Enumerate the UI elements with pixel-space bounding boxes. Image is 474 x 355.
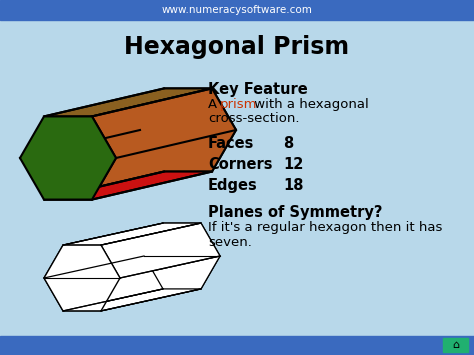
Text: Planes of Symmetry?: Planes of Symmetry? xyxy=(208,205,383,220)
Text: A: A xyxy=(208,98,221,111)
Polygon shape xyxy=(44,256,163,311)
Polygon shape xyxy=(44,171,212,200)
Text: cross-section.: cross-section. xyxy=(208,112,300,125)
Polygon shape xyxy=(44,245,120,311)
Text: Key Feature: Key Feature xyxy=(208,82,308,97)
Text: www.numeracysoftware.com: www.numeracysoftware.com xyxy=(162,5,312,15)
Polygon shape xyxy=(44,88,212,116)
Bar xyxy=(0,0,474,20)
Polygon shape xyxy=(101,223,220,278)
Bar xyxy=(0,336,474,355)
Text: Edges: Edges xyxy=(208,178,258,193)
Polygon shape xyxy=(44,223,163,278)
Text: with a hexagonal: with a hexagonal xyxy=(250,98,369,111)
Text: prism: prism xyxy=(220,98,257,111)
Polygon shape xyxy=(101,256,220,311)
Text: ⌂: ⌂ xyxy=(452,340,459,350)
Polygon shape xyxy=(144,223,220,289)
Polygon shape xyxy=(44,88,236,200)
Text: Faces: Faces xyxy=(208,136,255,151)
Text: 12: 12 xyxy=(283,157,303,172)
Polygon shape xyxy=(20,116,116,200)
Bar xyxy=(443,338,468,352)
Text: 18: 18 xyxy=(283,178,303,193)
Text: Corners: Corners xyxy=(208,157,273,172)
Text: 8: 8 xyxy=(283,136,293,151)
Text: If it's a regular hexagon then it has
seven.: If it's a regular hexagon then it has se… xyxy=(208,221,442,249)
Polygon shape xyxy=(63,289,201,311)
Polygon shape xyxy=(140,88,236,171)
Text: Hexagonal Prism: Hexagonal Prism xyxy=(125,35,349,59)
Polygon shape xyxy=(63,223,201,245)
